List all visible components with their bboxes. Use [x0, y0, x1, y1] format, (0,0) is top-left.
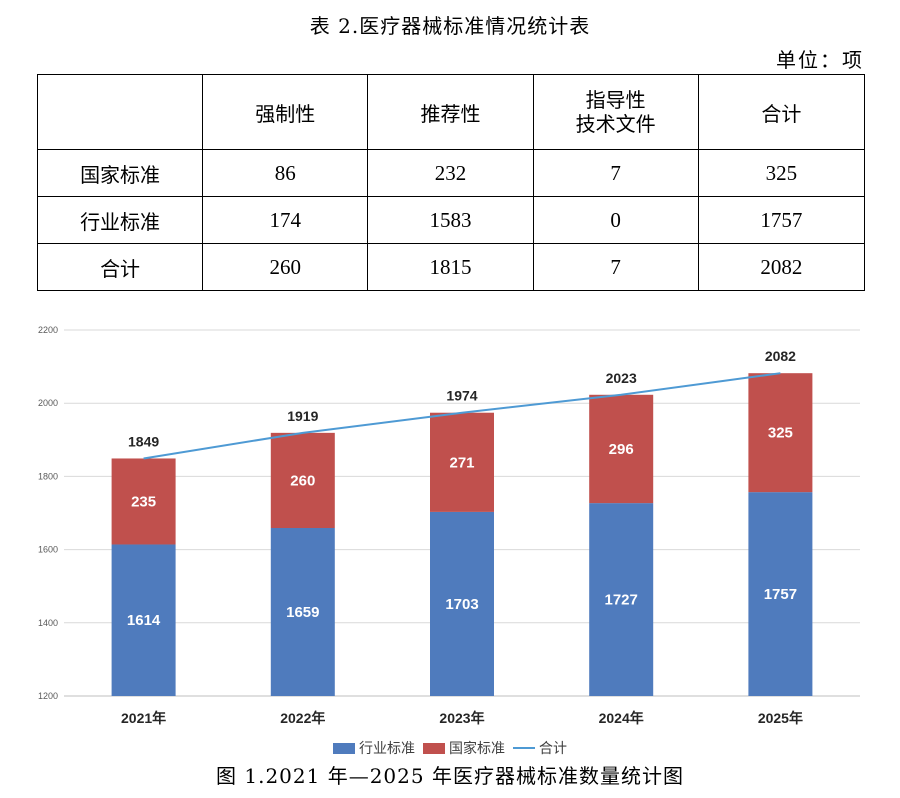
legend-label-national: 国家标准 — [449, 740, 505, 756]
table-cell: 0 — [532, 196, 699, 244]
total-line — [143, 372, 781, 460]
data-label-national: 296 — [609, 441, 634, 458]
bar-national — [589, 394, 654, 504]
data-label-national: 235 — [131, 493, 156, 510]
data-label-industry: 1703 — [445, 596, 478, 613]
table-cell: 1583 — [367, 196, 534, 244]
data-label-national: 271 — [449, 454, 474, 471]
table-header-row: 强制性 推荐性 指导性 技术文件 合计 — [36, 74, 866, 150]
table-row: 合计 260 1815 7 2082 — [36, 243, 866, 291]
header-recommended: 推荐性 — [367, 74, 534, 150]
y-tick-label: 1800 — [38, 471, 58, 481]
data-label-total: 2023 — [606, 370, 637, 386]
row-label: 行业标准 — [36, 196, 204, 244]
row-label: 合计 — [36, 243, 204, 291]
chart-legend: 行业标准 国家标准 合计 — [0, 738, 900, 758]
legend-label-industry: 行业标准 — [359, 740, 415, 756]
x-tick-label: 2024年 — [599, 710, 644, 726]
data-label-industry: 1727 — [605, 592, 638, 609]
legend-item-industry: 行业标准 — [333, 738, 415, 758]
x-tick-label: 2021年 — [121, 710, 166, 726]
header-guidance: 指导性 技术文件 — [532, 74, 699, 150]
bar-industry — [270, 528, 335, 696]
data-label-total: 1919 — [287, 408, 318, 424]
legend-swatch-industry — [333, 742, 355, 754]
table-title: 表 2.医疗器械标准情况统计表 — [309, 14, 591, 38]
bar-industry — [589, 503, 654, 696]
bar-industry — [430, 511, 494, 696]
bar-industry — [111, 544, 176, 696]
data-label-national: 325 — [768, 425, 793, 442]
y-tick-label: 2000 — [38, 398, 58, 408]
table-cell: 1757 — [697, 196, 866, 244]
data-label-industry: 1757 — [764, 586, 797, 603]
figure-caption: 图 1.2021 年—2025 年医疗器械标准数量统计图 — [216, 764, 684, 788]
legend-swatch-national — [423, 742, 445, 754]
x-tick-label: 2023年 — [439, 710, 484, 726]
legend-swatch-total — [513, 747, 535, 749]
data-label-national: 260 — [290, 472, 315, 489]
header-guidance-line1: 指导性 — [585, 88, 646, 112]
table-cell: 7 — [532, 149, 699, 197]
y-tick-label: 1600 — [38, 545, 58, 555]
table-cell: 1815 — [367, 243, 534, 291]
table-cell: 325 — [697, 149, 866, 197]
bar-industry — [748, 492, 813, 696]
header-mandatory: 强制性 — [202, 74, 369, 150]
y-tick-label: 1200 — [38, 691, 58, 701]
bar-national — [270, 432, 335, 529]
header-empty-cell — [36, 74, 204, 150]
standards-table: 强制性 推荐性 指导性 技术文件 合计 国家标准 86 232 7 325 行业… — [36, 74, 866, 291]
data-label-industry: 1659 — [286, 604, 319, 621]
data-label-total: 2082 — [765, 348, 796, 364]
table-row: 行业标准 174 1583 0 1757 — [36, 196, 866, 244]
row-label: 国家标准 — [36, 149, 204, 197]
unit-note: 单位：项 — [776, 48, 864, 72]
table-row: 国家标准 86 232 7 325 — [36, 149, 866, 197]
header-guidance-line2: 技术文件 — [575, 112, 656, 136]
table-cell: 86 — [202, 149, 369, 197]
x-tick-label: 2022年 — [280, 710, 325, 726]
stacked-bar-chart: 1200 1400 1600 1800 2000 2200 1614 235 2021年 1659… — [38, 325, 860, 726]
table-cell: 7 — [532, 243, 699, 291]
bar-national — [111, 458, 176, 545]
legend-item-total: 合计 — [513, 738, 567, 758]
table-cell: 2082 — [697, 243, 866, 291]
table-cell: 232 — [367, 149, 534, 197]
x-tick-label: 2025年 — [758, 710, 803, 726]
y-tick-label: 1400 — [38, 618, 58, 628]
bar-national — [748, 373, 813, 493]
data-label-industry: 1614 — [127, 612, 161, 629]
legend-item-national: 国家标准 — [423, 738, 505, 758]
data-label-total: 1974 — [446, 388, 477, 404]
y-tick-label: 2200 — [38, 325, 58, 335]
table-cell: 260 — [202, 243, 369, 291]
data-label-total: 1849 — [128, 433, 159, 449]
bar-national — [430, 412, 494, 512]
header-total: 合计 — [697, 74, 866, 150]
legend-label-total: 合计 — [539, 740, 567, 756]
table-cell: 174 — [202, 196, 369, 244]
